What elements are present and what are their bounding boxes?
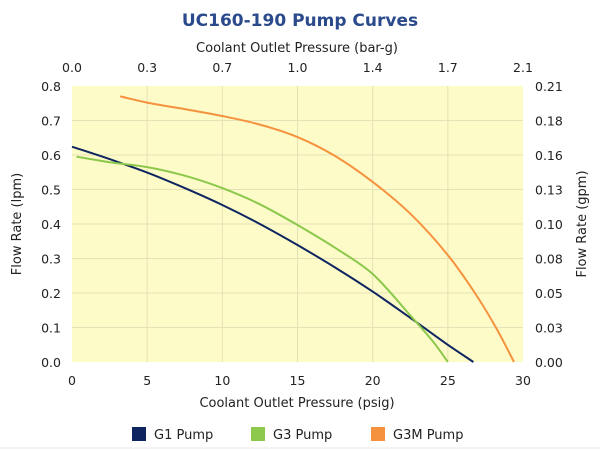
g1-pump-legend-swatch [132, 427, 146, 441]
y2-tick-label: 0.21 [535, 79, 563, 94]
x2-tick-label: 1.4 [363, 60, 383, 75]
x-tick-label: 10 [214, 373, 230, 388]
x2-tick-label: 1.7 [438, 60, 458, 75]
g3m-pump-line [119, 95, 515, 363]
y2-tick-label: 0.03 [535, 321, 563, 336]
y2-tick-label: 0.16 [535, 148, 563, 163]
left-axis-ticks: 0.0 0.1 0.2 0.3 0.4 0.5 0.6 0.7 0.8 [41, 79, 61, 370]
series-lines [71, 95, 515, 363]
x-tick-label: 20 [365, 373, 381, 388]
top-axis-label: Coolant Outlet Pressure (bar-g) [196, 41, 398, 56]
x-tick-label: 5 [143, 373, 151, 388]
x-tick-label: 0 [68, 373, 76, 388]
y-tick-label: 0.8 [41, 79, 61, 94]
x2-tick-label: 1.0 [288, 60, 308, 75]
chart-title: UC160-190 Pump Curves [182, 11, 418, 31]
x2-tick-label: 0.7 [212, 60, 232, 75]
y-tick-label: 0.2 [41, 286, 61, 301]
y-tick-label: 0.1 [41, 321, 61, 336]
x-tick-label: 25 [440, 373, 456, 388]
y2-tick-label: 0.18 [535, 114, 563, 129]
legend: G1 Pump G3 Pump G3M Pump [132, 427, 463, 443]
x2-tick-label: 0.0 [62, 60, 82, 75]
x-tick-label: 15 [290, 373, 306, 388]
y-tick-label: 0.3 [41, 252, 61, 267]
y2-tick-label: 0.10 [535, 217, 563, 232]
g3-pump-legend-swatch [251, 427, 265, 441]
y2-tick-label: 0.00 [535, 355, 563, 370]
g1-pump-legend-label: G1 Pump [154, 428, 213, 443]
right-axis-ticks: 0.00 0.03 0.05 0.08 0.10 0.13 0.16 0.18 0.21 [535, 79, 563, 370]
y2-tick-label: 0.05 [535, 286, 563, 301]
top-axis-ticks: 0.0 0.3 0.7 1.0 1.4 1.7 2.1 [62, 60, 533, 75]
y-tick-label: 0.0 [41, 355, 61, 370]
bottom-axis-ticks: 0 5 10 15 20 25 30 [68, 373, 531, 388]
left-axis-label: Flow Rate (lpm) [10, 173, 25, 275]
g3m-pump-legend-label: G3M Pump [393, 428, 463, 443]
y2-tick-label: 0.13 [535, 183, 563, 198]
x2-tick-label: 2.1 [513, 60, 533, 75]
bottom-axis-label: Coolant Outlet Pressure (psig) [199, 396, 394, 411]
x-tick-label: 30 [515, 373, 531, 388]
y-tick-label: 0.6 [41, 148, 61, 163]
y-tick-label: 0.4 [41, 217, 61, 232]
x2-tick-label: 0.3 [137, 60, 157, 75]
g3m-pump-legend-swatch [371, 427, 385, 441]
g3-pump-legend-label: G3 Pump [273, 428, 332, 443]
y-tick-label: 0.5 [41, 183, 61, 198]
y-tick-label: 0.7 [41, 114, 61, 129]
right-axis-label: Flow Rate (gpm) [575, 170, 590, 277]
g3-pump-line [76, 155, 449, 363]
y2-tick-label: 0.08 [535, 252, 563, 267]
